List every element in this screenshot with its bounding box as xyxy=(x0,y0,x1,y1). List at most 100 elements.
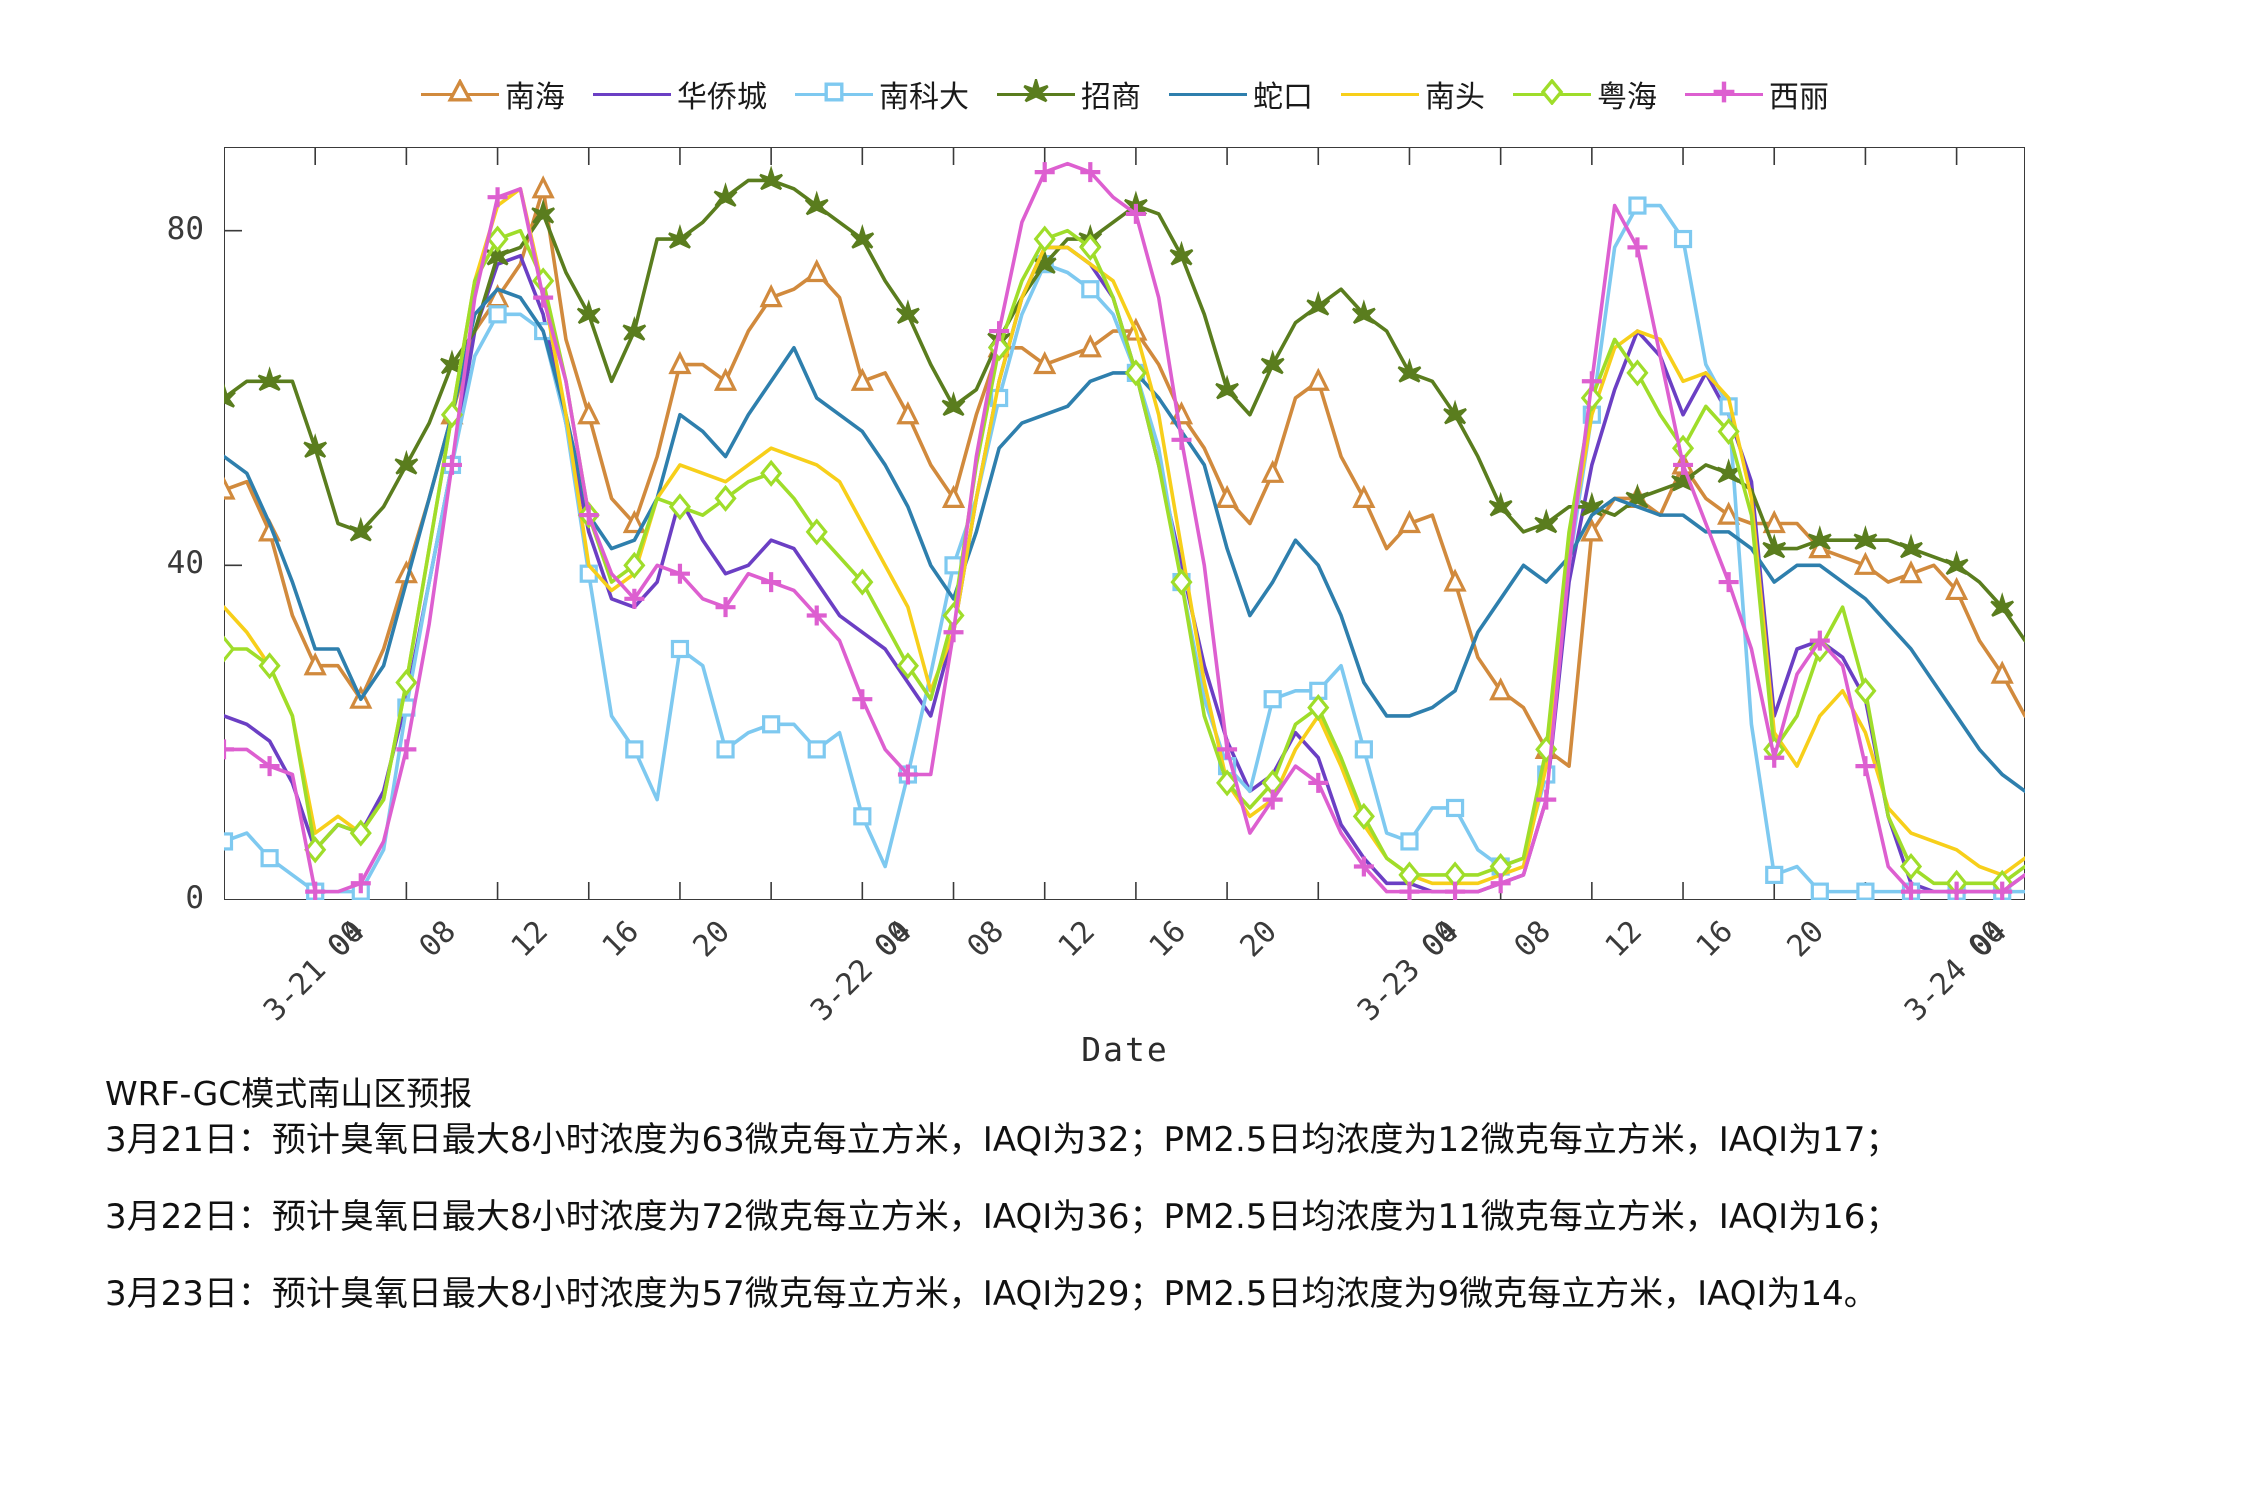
data-point-marker xyxy=(850,367,874,391)
data-point-marker xyxy=(487,187,508,208)
forecast-line-3: 3月23日：预计臭氧日最大8小时浓度为57微克每立方米，IAQI为29；PM2.… xyxy=(105,1274,1878,1314)
legend-label: 招商 xyxy=(1081,80,1141,115)
data-point-marker xyxy=(1853,551,1878,575)
data-point-marker xyxy=(1443,568,1467,592)
data-point-marker xyxy=(713,367,738,391)
data-point-marker xyxy=(668,493,692,521)
x-tick-label: 08 xyxy=(960,914,1011,965)
data-point-marker xyxy=(1536,789,1557,810)
x-tick-label: 16 xyxy=(1142,914,1193,965)
legend-marker-square-icon xyxy=(821,79,847,109)
data-point-marker xyxy=(1306,290,1331,316)
data-point-marker xyxy=(759,165,783,191)
data-point-marker xyxy=(1352,484,1376,508)
data-point-marker xyxy=(1216,769,1239,797)
data-point-marker xyxy=(1946,881,1967,900)
data-point-marker xyxy=(1764,747,1785,768)
legend-swatch-南科大 xyxy=(795,81,873,107)
data-point-marker xyxy=(668,350,692,375)
legend-item-粤海: 粤海 xyxy=(1513,72,1657,116)
data-point-marker xyxy=(1899,533,1923,559)
data-point-marker xyxy=(531,198,556,224)
legend-swatch-华侨城 xyxy=(593,81,671,107)
data-point-marker xyxy=(1399,881,1420,900)
data-point-marker xyxy=(394,449,419,475)
data-point-marker xyxy=(1944,550,1969,576)
data-point-marker xyxy=(1717,501,1741,525)
data-point-marker xyxy=(761,572,782,593)
legend-swatch-蛇口 xyxy=(1169,81,1247,107)
x-tick-label: 08 xyxy=(412,914,464,965)
data-point-marker xyxy=(1853,525,1878,550)
data-point-marker xyxy=(1033,350,1057,375)
data-point-marker xyxy=(533,287,554,308)
data-point-marker xyxy=(1124,359,1147,387)
data-point-marker xyxy=(1990,592,2015,617)
legend-line-icon xyxy=(1341,93,1419,96)
series-蛇口 xyxy=(224,287,2025,794)
data-point-marker xyxy=(1809,630,1830,651)
data-point-marker xyxy=(1717,417,1740,445)
data-point-marker xyxy=(348,516,373,542)
data-point-marker xyxy=(1534,508,1559,534)
data-point-marker xyxy=(258,652,281,680)
legend-swatch-南海 xyxy=(421,78,499,107)
series-line xyxy=(224,228,2025,886)
data-point-marker xyxy=(941,484,966,508)
chart-svg xyxy=(224,147,2025,900)
chart-plot-area xyxy=(224,147,2025,900)
data-point-marker xyxy=(1217,739,1238,760)
data-point-marker xyxy=(531,175,555,199)
data-point-marker xyxy=(1308,772,1329,793)
data-point-marker xyxy=(396,739,417,760)
legend-swatch-粤海 xyxy=(1513,78,1591,107)
data-point-marker xyxy=(1306,367,1330,391)
data-point-marker xyxy=(1033,225,1056,253)
x-tick-label: 12 xyxy=(1051,914,1102,965)
y-tick-label: 40 xyxy=(166,545,204,582)
series-西丽 xyxy=(224,161,2025,900)
data-point-marker xyxy=(1488,491,1513,517)
data-point-marker xyxy=(1081,280,1100,299)
data-point-marker xyxy=(303,652,327,676)
legend-line-icon xyxy=(1169,93,1247,96)
data-point-marker xyxy=(1260,349,1285,375)
x-tick-label: 12 xyxy=(1598,914,1649,965)
x-tick-label: 12 xyxy=(504,914,555,965)
data-point-marker xyxy=(716,740,735,759)
data-point-marker xyxy=(1079,233,1102,261)
data-point-marker xyxy=(577,401,601,425)
data-point-marker xyxy=(1854,677,1877,705)
data-point-marker xyxy=(1671,466,1695,492)
data-point-marker xyxy=(224,476,236,500)
legend-swatch-南头 xyxy=(1341,81,1419,107)
data-point-marker xyxy=(1307,694,1330,722)
legend-label: 南海 xyxy=(505,80,565,115)
data-point-marker xyxy=(224,832,234,851)
data-point-marker xyxy=(1992,881,2013,900)
data-point-marker xyxy=(1352,802,1375,830)
data-point-marker xyxy=(1397,357,1422,383)
legend-label: 南科大 xyxy=(879,80,969,115)
data-point-marker xyxy=(896,299,920,325)
data-point-marker xyxy=(1171,429,1192,450)
data-point-marker xyxy=(304,836,327,864)
x-tick-label: 08 xyxy=(1507,914,1558,965)
data-point-marker xyxy=(1765,865,1784,885)
data-point-marker xyxy=(1170,568,1193,596)
y-tick-label: 0 xyxy=(185,880,204,916)
data-point-marker xyxy=(1807,525,1832,550)
data-point-marker xyxy=(1215,374,1239,400)
legend-item-南海: 南海 xyxy=(421,72,565,116)
legend-item-南科大: 南科大 xyxy=(795,72,969,116)
legend-item-招商: 招商 xyxy=(997,72,1141,116)
data-point-marker xyxy=(1125,203,1146,224)
data-point-marker xyxy=(1716,458,1741,483)
series-粤海 xyxy=(224,225,2025,897)
legend-label: 蛇口 xyxy=(1253,80,1313,115)
x-tick-label: 16 xyxy=(595,914,646,965)
data-point-marker xyxy=(896,401,920,425)
data-point-marker xyxy=(349,819,372,847)
data-point-marker xyxy=(623,551,646,579)
data-point-marker xyxy=(1443,399,1467,425)
